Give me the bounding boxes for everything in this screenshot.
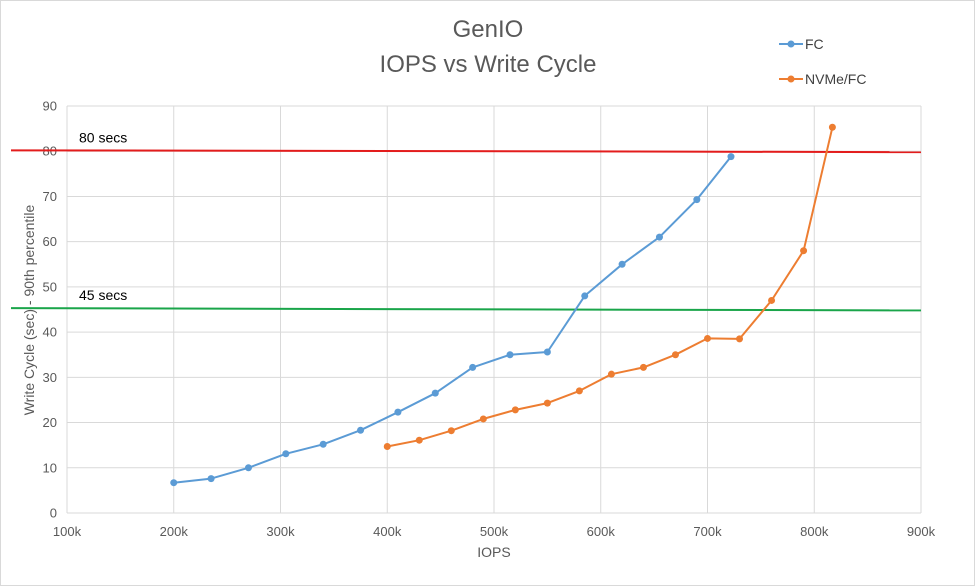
data-point-fc [693,196,701,204]
data-point-fc [469,363,477,371]
data-point-nvme-fc [415,436,423,444]
data-point-nvme-fc [639,363,647,371]
x-tick-label: 600k [587,524,616,539]
reference-line-80-secs [10,149,922,154]
data-point-fc [282,450,290,458]
data-point-fc [506,351,514,359]
data-point-nvme-fc [800,247,808,255]
data-point-nvme-fc [383,443,391,451]
data-point-fc [244,464,252,472]
legend-item-nvme-fc: NVMe/FC [779,71,866,87]
y-tick-label: 10 [43,460,57,475]
data-point-fc [431,389,439,397]
data-point-fc [543,348,551,356]
reference-lines: 80 secs 45 secs [10,129,922,312]
x-tick-label: 400k [373,524,402,539]
data-point-nvme-fc [828,123,836,131]
x-tick-label: 900k [907,524,936,539]
legend-marker-fc [787,40,795,48]
x-tick-label: 200k [160,524,189,539]
data-point-nvme-fc [479,415,487,423]
y-tick-label: 30 [43,370,57,385]
y-axis-title: Write Cycle (sec) - 90th percentile [21,204,37,415]
x-tick-label: 500k [480,524,509,539]
y-tick-label: 40 [43,325,57,340]
y-tick-label: 0 [50,506,57,521]
y-tick-label: 60 [43,234,57,249]
chart-title-line-1: GenIO [453,16,524,43]
y-tick-label: 90 [43,99,57,114]
data-point-fc [655,233,663,241]
x-tick-label: 100k [53,524,82,539]
data-point-fc [170,479,178,487]
data-point-fc [618,260,626,268]
data-point-fc [207,475,215,483]
data-point-nvme-fc [736,335,744,343]
legend: FC NVMe/FC [779,36,866,87]
data-point-nvme-fc [671,351,679,359]
legend-label-nvme-fc: NVMe/FC [805,71,866,87]
y-tick-label: 20 [43,415,57,430]
data-point-nvme-fc [543,399,551,407]
data-point-nvme-fc [447,427,455,435]
data-point-nvme-fc [575,387,583,395]
data-point-nvme-fc [511,406,519,414]
chart-title-line-2: IOPS vs Write Cycle [380,51,597,78]
x-tick-label: 300k [266,524,295,539]
axis-layer: 0102030405060708090100k200k300k400k500k6… [43,99,936,540]
x-axis-title: IOPS [477,544,510,560]
data-point-fc [727,153,735,161]
data-point-fc [581,292,589,300]
data-point-fc [357,426,365,434]
data-point-nvme-fc [768,296,776,304]
x-tick-label: 800k [800,524,829,539]
y-tick-label: 70 [43,189,57,204]
series-layer [170,123,836,487]
data-point-nvme-fc [607,370,615,378]
reference-label-80-secs: 80 secs [79,129,127,145]
reference-label-45-secs: 45 secs [79,287,127,303]
legend-item-fc: FC [779,36,824,52]
data-point-fc [394,408,402,416]
y-tick-label: 50 [43,279,57,294]
legend-marker-nvme-fc [787,75,795,83]
x-tick-label: 700k [693,524,722,539]
data-point-nvme-fc [704,334,711,342]
series-line-fc [173,155,732,484]
legend-label-fc: FC [805,36,824,52]
data-point-fc [319,440,327,448]
reference-line-45-secs [10,307,922,312]
